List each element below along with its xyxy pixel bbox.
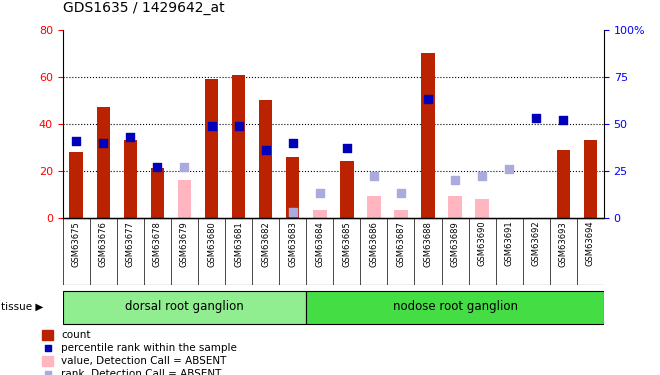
Text: GSM63690: GSM63690 [478,221,486,267]
Text: GSM63691: GSM63691 [505,221,513,267]
Text: GSM63692: GSM63692 [532,221,541,267]
Bar [421,54,435,217]
Point [342,145,352,151]
Point [125,134,136,140]
Bar [583,140,597,218]
Text: nodose root ganglion: nodose root ganglion [393,300,517,313]
Point [42,345,53,351]
Bar [42,330,53,340]
Text: GSM63689: GSM63689 [451,221,459,267]
Text: tissue ▶: tissue ▶ [1,302,44,312]
Text: GSM63676: GSM63676 [99,221,108,267]
Text: value, Detection Call = ABSENT: value, Detection Call = ABSENT [61,356,227,366]
Bar [178,180,191,218]
Text: count: count [61,330,91,340]
Point [234,123,244,129]
Bar [475,199,489,217]
Text: GSM63686: GSM63686 [370,221,378,267]
Bar [96,107,110,218]
Bar [306,291,604,324]
Point [368,173,379,179]
Text: GSM63675: GSM63675 [72,221,81,267]
Point [71,138,82,144]
Bar [556,150,570,217]
Text: GSM63694: GSM63694 [586,221,595,267]
Text: rank, Detection Call = ABSENT: rank, Detection Call = ABSENT [61,369,222,375]
Text: GDS1635 / 1429642_at: GDS1635 / 1429642_at [63,1,224,15]
Point [287,140,298,146]
Point [504,166,515,172]
Text: GSM63678: GSM63678 [153,221,162,267]
Point [179,164,190,170]
Text: percentile rank within the sample: percentile rank within the sample [61,343,237,353]
Text: GSM63687: GSM63687 [397,221,405,267]
Point [287,209,298,215]
Text: GSM63693: GSM63693 [559,221,568,267]
Text: GSM63680: GSM63680 [207,221,216,267]
Bar [394,210,408,218]
Bar [63,291,306,324]
Bar [448,196,462,217]
Text: GSM63683: GSM63683 [288,221,297,267]
Point [314,190,325,196]
Bar [205,79,218,218]
Text: GSM63682: GSM63682 [261,221,270,267]
Text: GSM63684: GSM63684 [315,221,324,267]
Text: GSM63685: GSM63685 [343,221,351,267]
Point [260,147,271,153]
Point [558,117,568,123]
Text: GSM63679: GSM63679 [180,221,189,267]
Bar [232,75,246,217]
Bar [69,152,83,217]
Bar [123,140,137,218]
Point [531,115,541,121]
Bar [259,100,273,218]
Text: GSM63688: GSM63688 [424,221,432,267]
Point [206,123,216,129]
Point [477,173,487,179]
Point [152,164,162,170]
Point [422,96,433,102]
Text: GSM63681: GSM63681 [234,221,243,267]
Bar [286,157,300,218]
Bar [42,357,53,366]
Text: GSM63677: GSM63677 [126,221,135,267]
Bar [367,196,381,217]
Point [98,140,108,146]
Point [395,190,406,196]
Bar [340,161,354,218]
Text: dorsal root ganglion: dorsal root ganglion [125,300,244,313]
Point [450,177,461,183]
Bar [313,210,327,218]
Point [42,371,53,375]
Bar [150,168,164,217]
